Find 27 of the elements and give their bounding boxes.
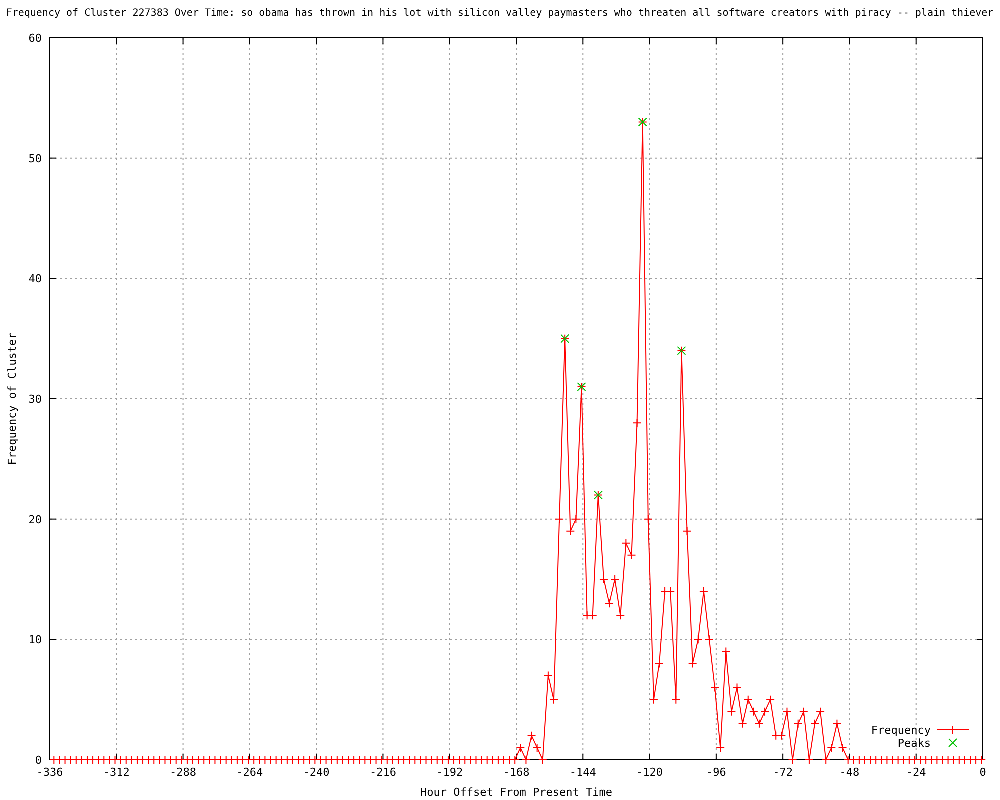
x-tick-label: 0	[980, 766, 986, 779]
y-tick-label: 0	[35, 754, 42, 767]
x-tick-label: -264	[236, 766, 264, 779]
y-tick-label: 40	[28, 272, 42, 286]
x-tick-label: -96	[706, 766, 726, 779]
y-tick-label: 30	[28, 393, 42, 406]
x-tick-label: -120	[636, 766, 664, 779]
x-tick-label: -48	[840, 766, 860, 779]
chart-title: Frequency of Cluster 227383 Over Time: so obama has thrown in his lot with silicon valley paymasters who threaten all software creators with piracy -- plain thiever	[6, 8, 994, 19]
x-tick-label: -312	[103, 766, 130, 779]
x-tick-label: -288	[170, 766, 197, 779]
y-tick-label: 10	[28, 634, 42, 647]
y-tick-label: 50	[28, 152, 42, 166]
legend-label: Frequency	[871, 724, 932, 737]
y-axis-title: Frequency of Cluster	[6, 332, 19, 466]
x-tick-label: -240	[303, 766, 330, 779]
x-tick-label: -24	[906, 766, 927, 779]
x-axis-title: Hour Offset From Present Time	[420, 786, 613, 799]
x-tick-label: -144	[570, 766, 597, 779]
y-tick-label: 60	[28, 32, 42, 45]
x-tick-label: -336	[36, 766, 64, 779]
legend-label: Peaks	[898, 737, 931, 750]
x-tick-label: -72	[773, 766, 794, 779]
x-tick-label: -192	[436, 766, 464, 779]
x-tick-label: -216	[370, 766, 396, 779]
x-tick-label: -168	[503, 766, 530, 779]
y-tick-label: 20	[28, 513, 42, 526]
